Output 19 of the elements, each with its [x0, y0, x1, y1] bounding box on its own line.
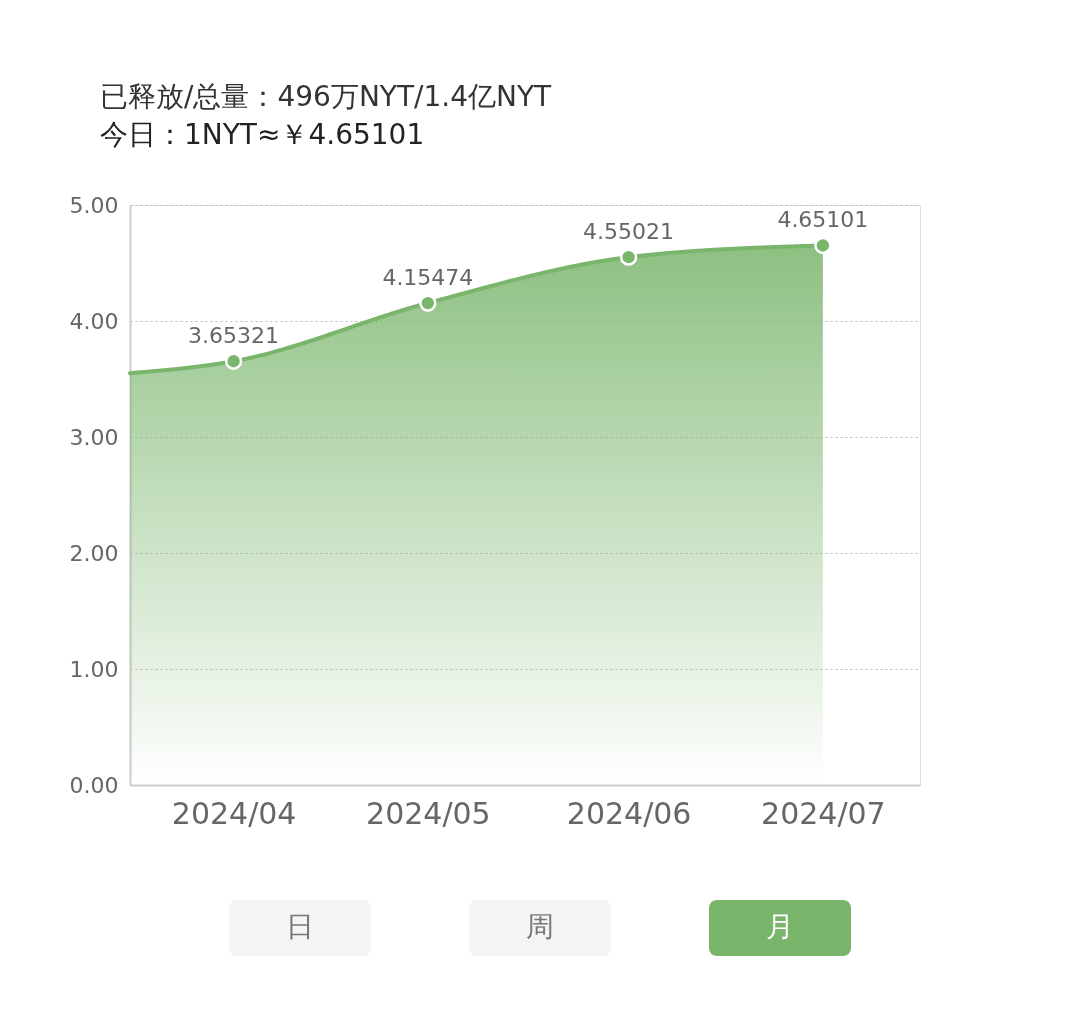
- data-label: 4.15474: [382, 265, 474, 291]
- text: 日: [286, 910, 314, 943]
- x-tick-label: 2024/04: [171, 795, 297, 831]
- chart-subtitle: 今日：1NYT≈￥4.65101: [100, 118, 425, 151]
- x-tick-label: 2024/05: [366, 795, 491, 831]
- y-tick-label: 3.00: [69, 424, 119, 450]
- y-tick-label: 2.00: [69, 540, 119, 566]
- y-tick-label: 0.00: [69, 772, 119, 798]
- y-tick-label: 4.00: [69, 308, 119, 334]
- x-tick-label: 2024/07: [761, 795, 886, 831]
- data-label: 3.65321: [188, 323, 280, 349]
- data-label: 4.65101: [777, 207, 869, 233]
- text: 月: [766, 910, 794, 943]
- text: 周: [526, 910, 554, 943]
- y-tick-label: 5.00: [69, 192, 119, 218]
- data-label: 4.55021: [583, 219, 675, 245]
- y-tick-label: 1.00: [69, 656, 119, 682]
- chart-title: 已释放/总量：496万NYT/1.4亿NYT: [100, 80, 553, 113]
- x-tick-label: 2024/06: [566, 795, 692, 831]
